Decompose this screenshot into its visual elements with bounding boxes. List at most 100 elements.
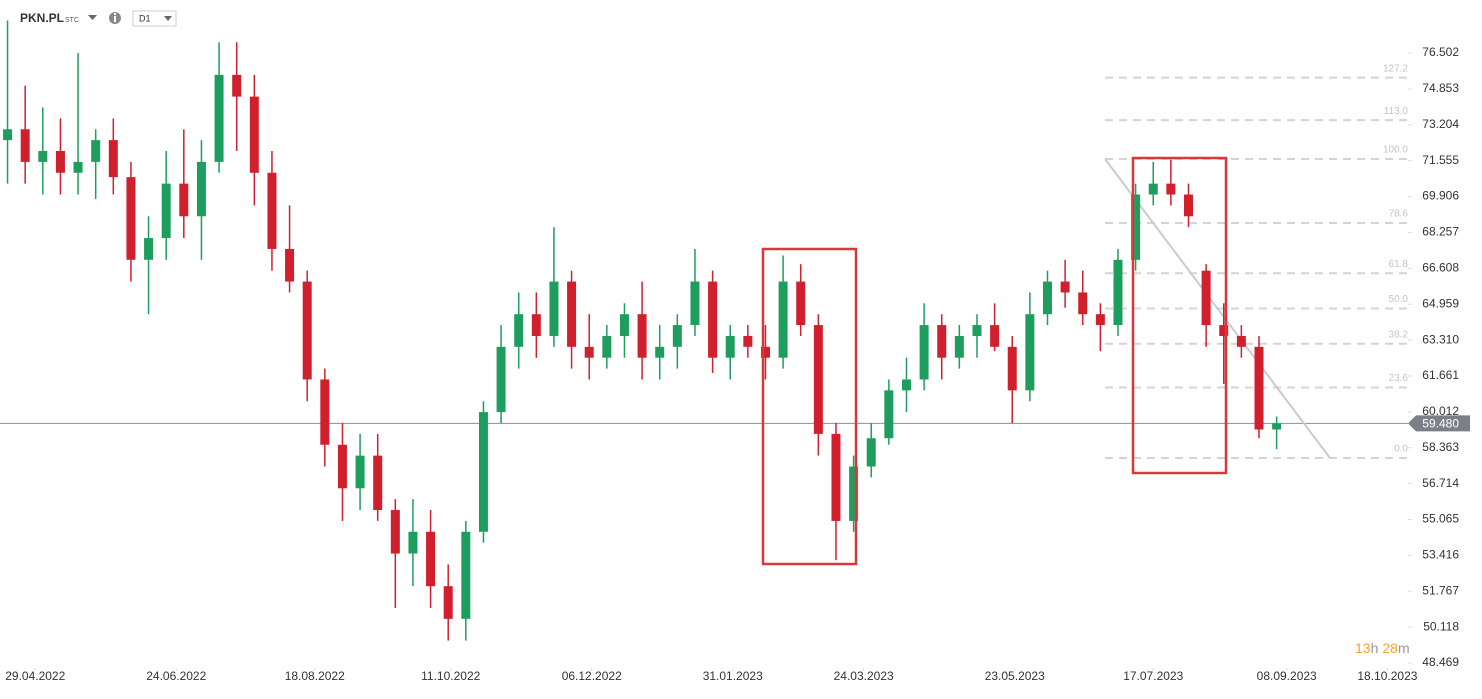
candle-body — [443, 586, 453, 619]
highlight-box — [761, 247, 858, 566]
countdown-unit: m — [1398, 640, 1410, 656]
candle-body — [1131, 194, 1141, 260]
candle-body — [73, 161, 83, 173]
fib-label: 0.0 — [1394, 444, 1408, 455]
candle-body — [426, 531, 436, 587]
x-tick-label: 06.12.2022 — [562, 669, 622, 683]
candle-body — [972, 325, 982, 336]
countdown-minutes: 28 — [1382, 640, 1398, 656]
market: STC — [65, 17, 79, 24]
countdown-hours: 13 — [1355, 640, 1371, 656]
candle-body — [725, 335, 735, 358]
x-tick-label: 24.03.2023 — [834, 669, 894, 683]
candle-body — [1148, 183, 1158, 195]
countdown-unit: h — [1371, 640, 1379, 656]
x-tick-label: 08.09.2023 — [1257, 669, 1317, 683]
candle-body — [1201, 270, 1211, 326]
candle-body — [1254, 346, 1264, 430]
candle-body — [1042, 281, 1052, 315]
candle-body — [1219, 325, 1229, 336]
candle-body — [672, 325, 682, 347]
dropdown-arrow[interactable] — [88, 15, 97, 20]
candle-body — [161, 183, 171, 239]
candle-body — [954, 335, 964, 358]
y-tick-label: 71.555 — [1422, 153, 1459, 167]
candle-body — [478, 412, 488, 532]
y-tick-label: 68.257 — [1422, 225, 1459, 239]
candle-body — [214, 74, 224, 162]
candle-body — [743, 335, 753, 347]
candle-body — [1060, 281, 1070, 293]
fib-label: 100.0 — [1383, 145, 1408, 156]
candle-body — [179, 183, 189, 217]
candle-body — [778, 281, 788, 358]
interval-select[interactable] — [132, 10, 177, 27]
y-tick-label: 53.416 — [1422, 548, 1459, 562]
candle-body — [144, 238, 154, 260]
candle-body — [813, 325, 823, 434]
y-tick-label: 73.204 — [1422, 117, 1459, 131]
fib-label: 127.2 — [1383, 63, 1408, 74]
candle-body — [796, 281, 806, 326]
candle-body — [1166, 183, 1176, 195]
y-tick-label: 63.310 — [1422, 332, 1459, 346]
candle-body — [531, 314, 541, 336]
candle-body — [55, 151, 65, 173]
x-tick-label: 24.06.2022 — [146, 669, 206, 683]
candle-body — [285, 248, 295, 282]
candle-body — [20, 129, 30, 162]
candle-body — [849, 466, 859, 521]
interval: D1 — [139, 13, 151, 23]
candle-body — [831, 433, 841, 521]
candle-body — [1078, 292, 1088, 315]
candle-body — [1183, 194, 1193, 217]
info-glyph — [114, 16, 116, 22]
trend-line — [1104, 158, 1331, 459]
candle-body — [1025, 314, 1035, 391]
candle-body — [355, 455, 365, 489]
candle-body — [373, 455, 383, 511]
fib-label: 113.0 — [1384, 106, 1409, 117]
candle-body — [320, 379, 330, 445]
candles — [3, 20, 1282, 641]
candle-body — [390, 510, 400, 554]
candle-body — [901, 379, 911, 391]
candle-body — [549, 281, 559, 336]
candle-body — [990, 325, 1000, 347]
y-tick-label: 69.906 — [1422, 189, 1459, 203]
candle-body — [1095, 314, 1105, 326]
y-tick-label: 60.012 — [1422, 404, 1459, 418]
highlight-box — [1131, 156, 1228, 475]
fib-label: 78.6 — [1389, 209, 1409, 220]
candle-body — [937, 325, 947, 358]
x-tick-label: 29.04.2022 — [5, 669, 65, 683]
x-tick-label: 23.05.2023 — [985, 669, 1045, 683]
y-tick-label: 76.502 — [1422, 45, 1459, 59]
candle-body — [1007, 346, 1017, 391]
y-tick-label: 61.661 — [1422, 368, 1459, 382]
fib-label: 61.8 — [1389, 259, 1409, 270]
x-tick-label: 31.01.2023 — [703, 669, 763, 683]
price-label: 59.480 — [1422, 417, 1459, 431]
candle-body — [637, 314, 647, 358]
candle-body — [196, 161, 206, 217]
fib-label: 50.0 — [1389, 294, 1409, 305]
symbol[interactable]: PKN.PL — [20, 11, 64, 25]
candle-body — [408, 531, 418, 554]
candle-body — [708, 281, 718, 358]
y-tick-label: 50.118 — [1423, 619, 1459, 633]
candle-body — [249, 96, 259, 173]
candle-body — [91, 140, 101, 162]
candle-body — [602, 335, 612, 358]
dropdown-arrow[interactable] — [164, 16, 172, 21]
candle-body — [567, 281, 577, 347]
candle-body — [690, 281, 700, 326]
fib-layer: 127.2 113.0 100.0 78.6 61.8 50.0 38.2 23.6 0.0 — [1105, 63, 1409, 460]
price-tag — [1408, 415, 1470, 432]
candle-body — [496, 346, 506, 413]
x-tick-label: 18.08.2022 — [285, 669, 345, 683]
candle-body — [337, 444, 347, 489]
x-tick-label: 18.10.2023 — [1357, 669, 1417, 683]
